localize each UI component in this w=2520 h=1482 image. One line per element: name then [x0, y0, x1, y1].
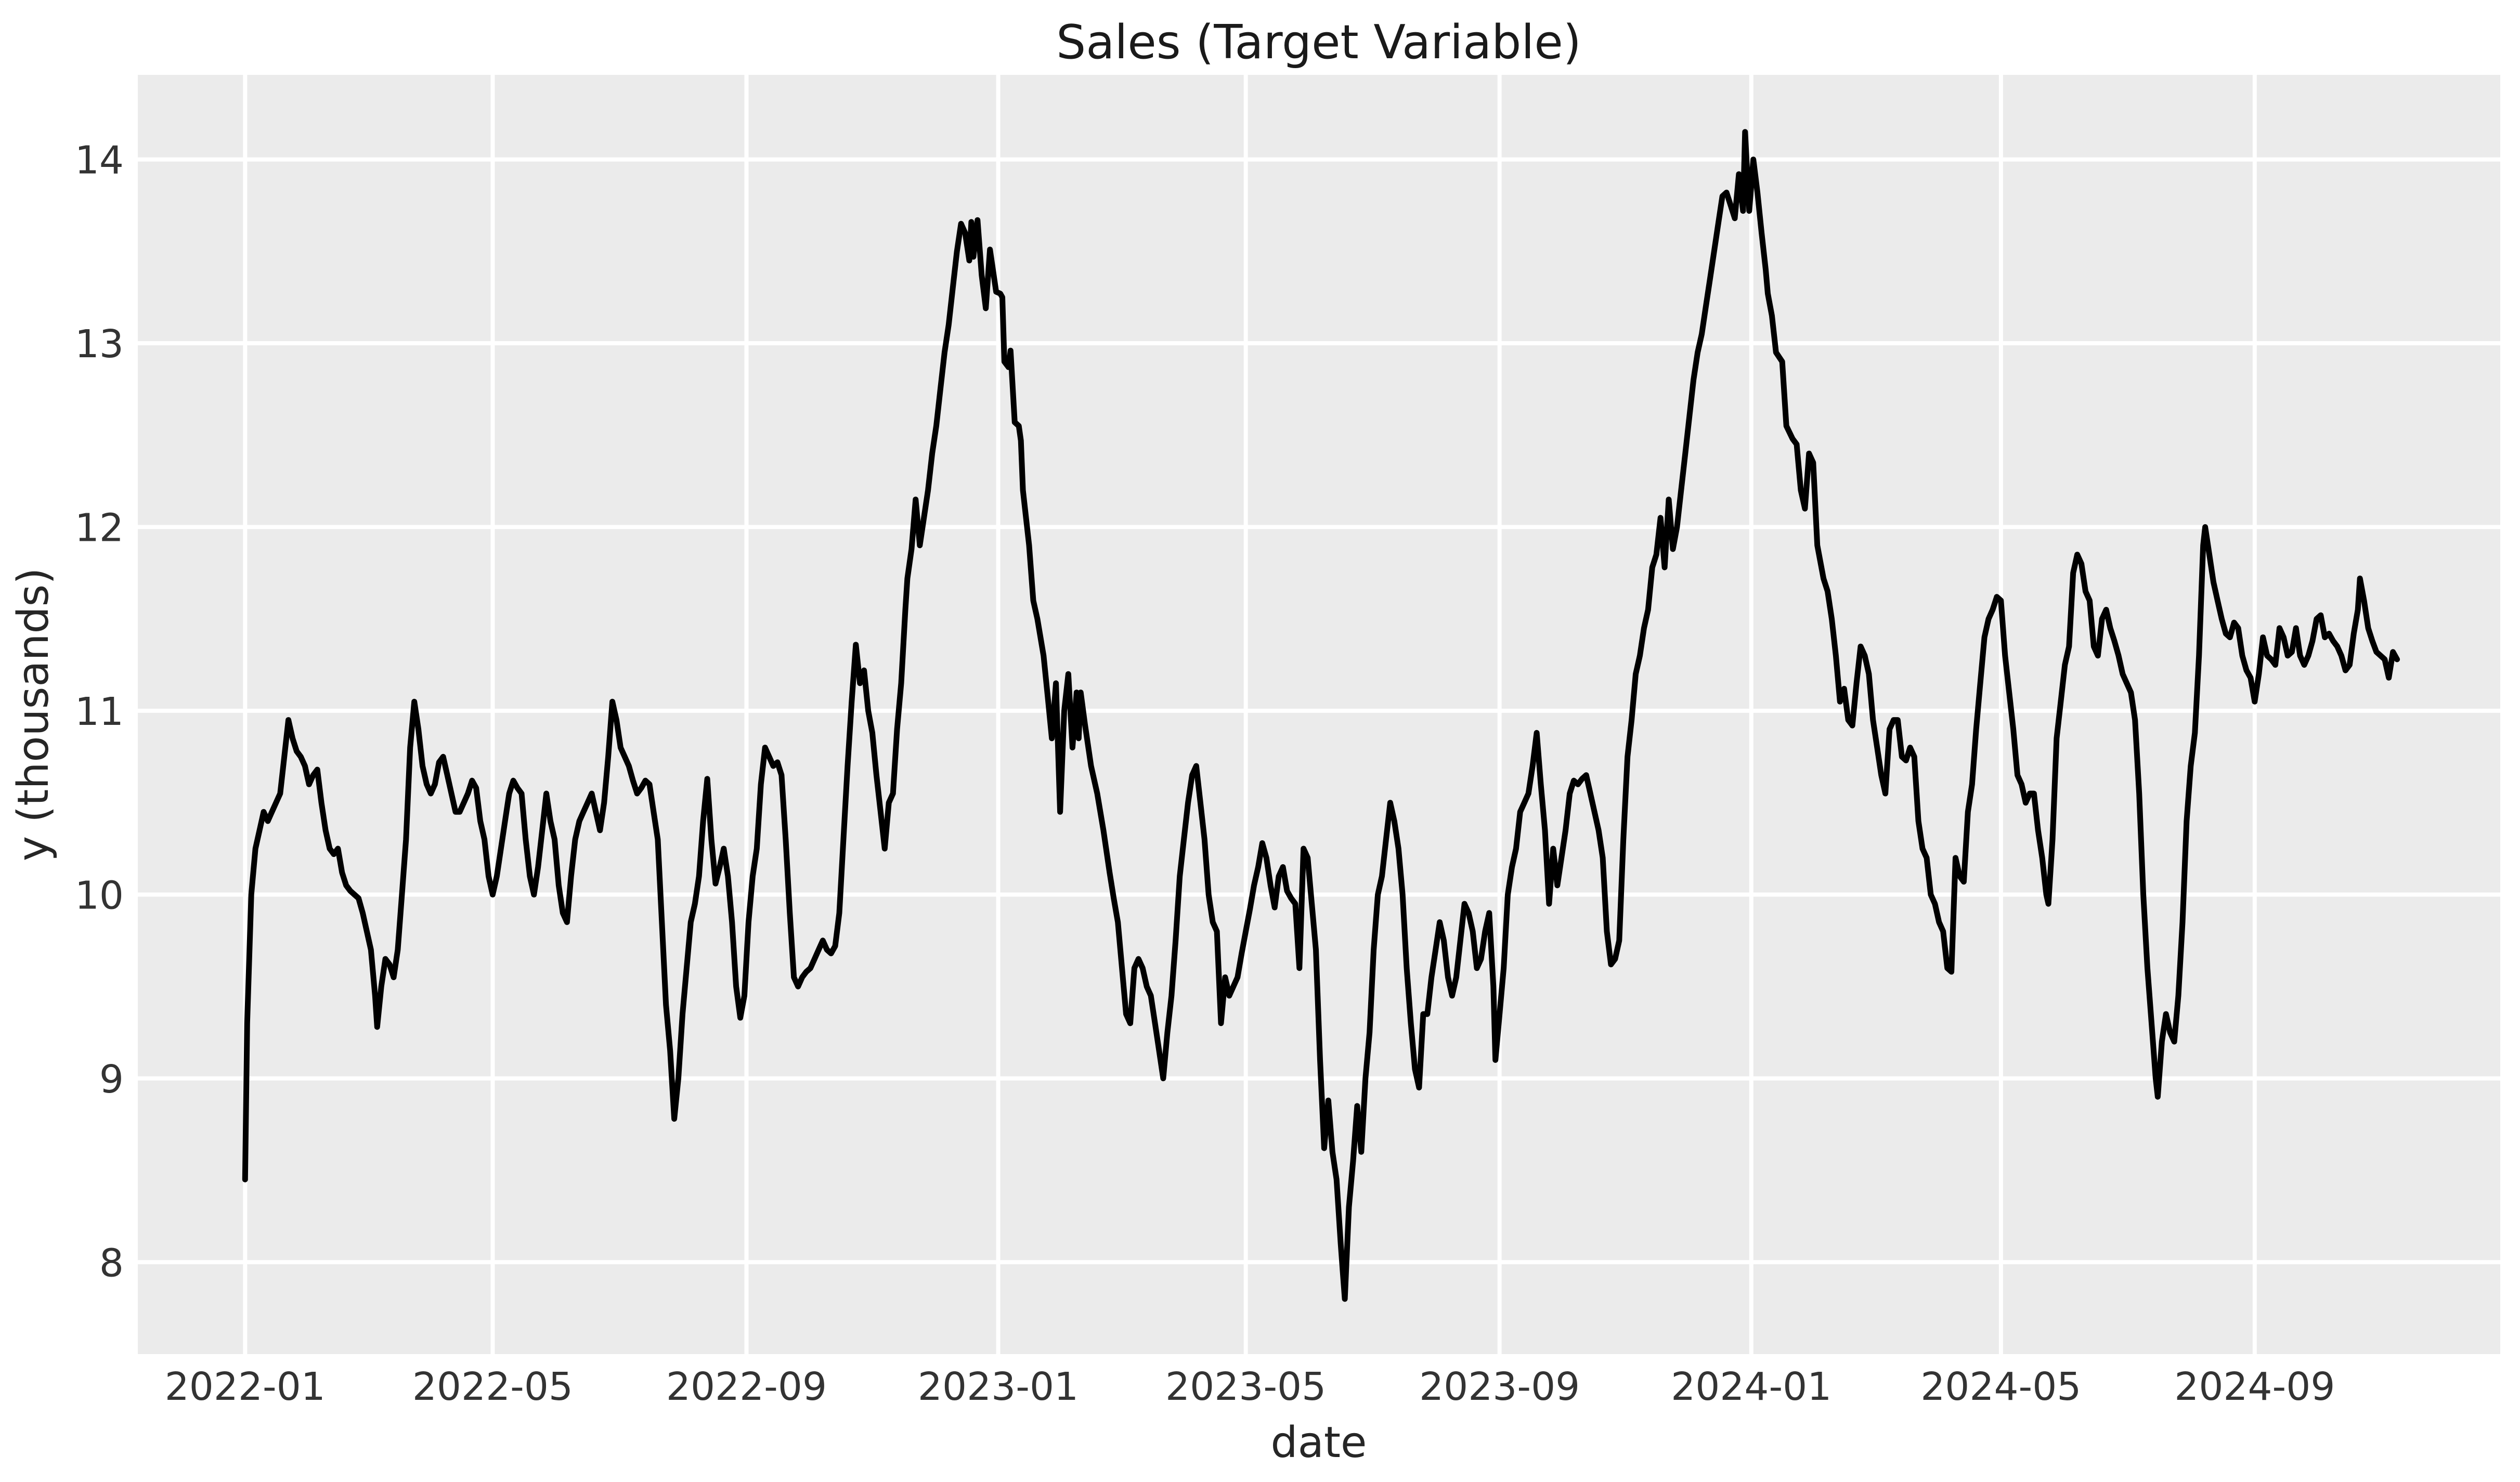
- x-axis-label: date: [1271, 1418, 1367, 1467]
- x-tick-label: 2022-09: [666, 1364, 827, 1409]
- x-tick-label: 2023-09: [1419, 1364, 1580, 1409]
- x-tick-label: 2024-05: [1920, 1364, 2081, 1409]
- x-tick-label: 2022-01: [165, 1364, 326, 1409]
- data-line: [242, 129, 2400, 1302]
- data-series: [242, 129, 2400, 1302]
- y-axis-label: y (thousands): [9, 568, 58, 862]
- x-tick-label: 2023-01: [918, 1364, 1079, 1409]
- x-tick-label: 2023-05: [1165, 1364, 1326, 1409]
- chart-title: Sales (Target Variable): [1056, 15, 1581, 70]
- x-tick-label: 2024-01: [1671, 1364, 1831, 1409]
- x-tick-label: 2024-09: [2174, 1364, 2335, 1409]
- y-tick-label: 13: [75, 322, 124, 367]
- y-axis-tick-labels: 8 9 10 11 12 13 14: [75, 138, 124, 1286]
- plot-area: [138, 75, 2500, 1354]
- y-tick-label: 9: [99, 1057, 124, 1102]
- y-tick-label: 14: [75, 138, 124, 183]
- x-tick-label: 2022-05: [412, 1364, 573, 1409]
- y-tick-label: 8: [99, 1241, 124, 1285]
- y-tick-label: 12: [75, 505, 124, 550]
- y-tick-label: 10: [75, 873, 124, 918]
- x-axis-tick-labels: 2022-01 2022-05 2022-09 2023-01 2023-05 2023-…: [165, 1364, 2335, 1409]
- y-tick-label: 11: [75, 690, 124, 734]
